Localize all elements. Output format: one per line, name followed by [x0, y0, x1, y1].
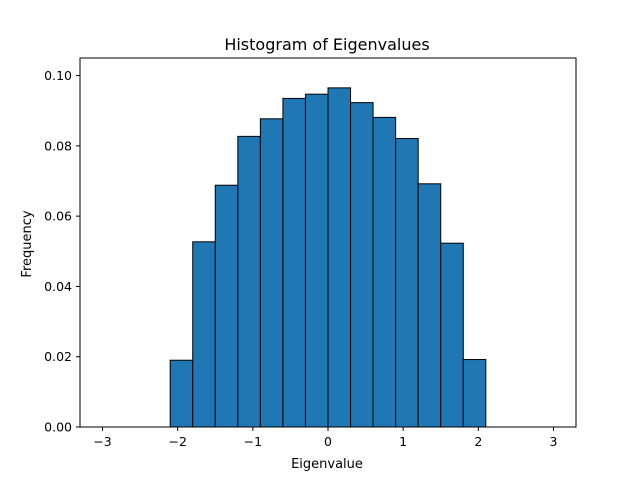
x-tick-label: 1: [399, 434, 407, 449]
x-tick-label: 2: [474, 434, 482, 449]
y-tick-label: 0.00: [44, 420, 72, 435]
histogram-bar: [259, 118, 284, 428]
x-axis-label: Eigenvalue: [291, 457, 363, 472]
histogram-bar: [372, 116, 397, 428]
x-tick-label: −1: [244, 434, 262, 449]
histogram-bar: [462, 359, 487, 428]
x-tick-label: −2: [168, 434, 186, 449]
axes-layer: −3 −2 −1 0 1 2 3 0.00 0.02 0.04 0.06 0.08 0.10: [44, 57, 577, 449]
histogram-bar: [237, 135, 261, 428]
x-tick-label: −3: [93, 434, 111, 449]
bars-layer: [169, 87, 487, 428]
histogram-bar: [304, 93, 329, 428]
y-tick-label: 0.06: [44, 209, 72, 224]
x-tick-label: 0: [324, 434, 332, 449]
histogram-bar: [440, 242, 464, 428]
histogram-bar: [192, 241, 216, 428]
chart-title: Histogram of Eigenvalues: [224, 35, 429, 54]
x-tick-label: 3: [549, 434, 557, 449]
histogram-bar: [395, 137, 419, 428]
histogram-bar: [282, 97, 306, 428]
y-tick-label: 0.02: [44, 349, 72, 364]
histogram-bar: [214, 184, 239, 428]
y-axis-label: Frequency: [20, 210, 35, 277]
y-tick-label: 0.08: [44, 138, 72, 153]
y-tick-label: 0.10: [44, 68, 72, 83]
histogram-bar: [350, 102, 374, 428]
histogram-bar: [417, 183, 442, 428]
histogram-bar: [169, 359, 194, 428]
histogram-bar: [327, 87, 352, 428]
y-tick-label: 0.04: [44, 279, 72, 294]
